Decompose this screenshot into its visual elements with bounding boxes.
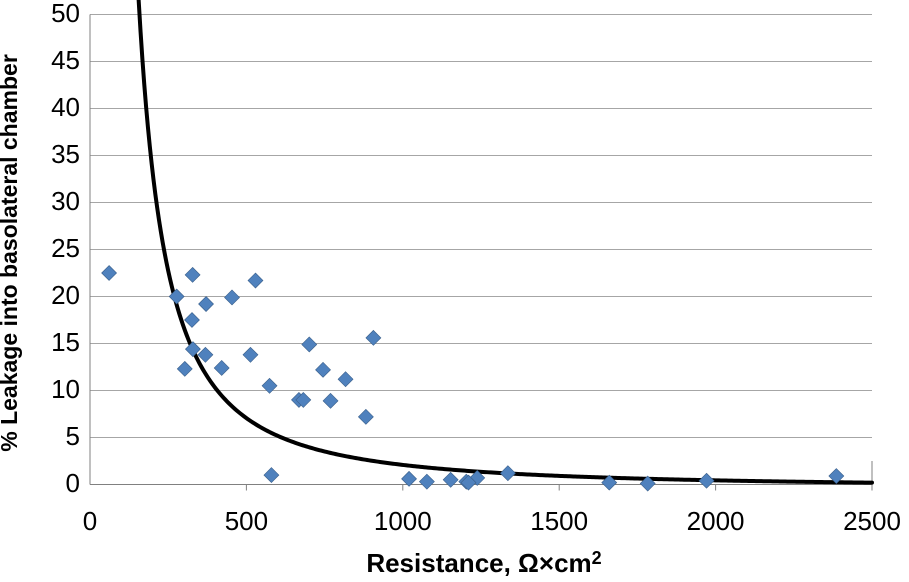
- svg-text:25: 25: [51, 233, 80, 263]
- svg-text:20: 20: [51, 280, 80, 310]
- svg-text:40: 40: [51, 92, 80, 122]
- svg-text:Resistance, Ω×cm2: Resistance, Ω×cm2: [366, 548, 601, 577]
- svg-text:0: 0: [83, 506, 97, 536]
- svg-text:500: 500: [225, 506, 268, 536]
- svg-text:5: 5: [66, 421, 80, 451]
- svg-text:50: 50: [51, 0, 80, 28]
- svg-text:30: 30: [51, 186, 80, 216]
- svg-text:10: 10: [51, 374, 80, 404]
- svg-text:2500: 2500: [843, 506, 901, 536]
- svg-text:0: 0: [66, 468, 80, 498]
- svg-text:45: 45: [51, 45, 80, 75]
- svg-text:15: 15: [51, 327, 80, 357]
- svg-text:1000: 1000: [374, 506, 432, 536]
- svg-text:35: 35: [51, 139, 80, 169]
- svg-text:% Leakage into basolateral cha: % Leakage into basolateral chamber: [0, 54, 22, 452]
- svg-text:1500: 1500: [530, 506, 588, 536]
- svg-text:2000: 2000: [687, 506, 745, 536]
